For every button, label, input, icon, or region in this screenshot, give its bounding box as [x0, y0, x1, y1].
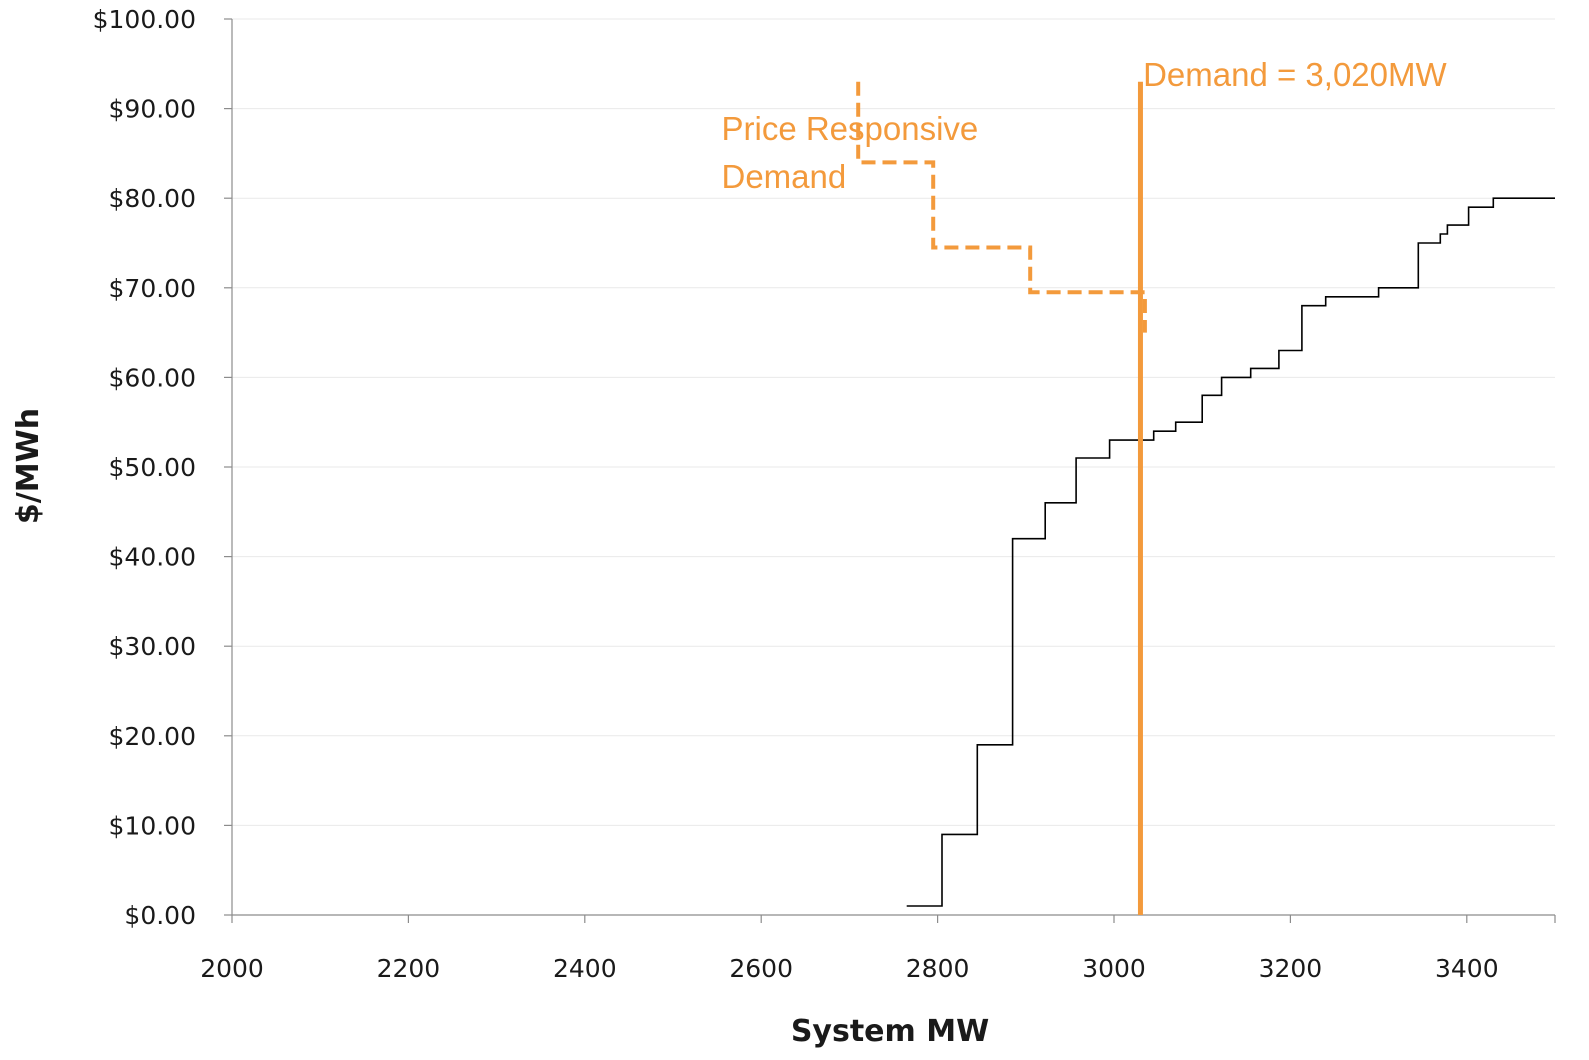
x-tick-label: 3200	[1259, 954, 1323, 983]
axes: $0.00 $10.00 $20.00 $30.00 $40.00 $50.00 $60.0…	[93, 5, 1556, 983]
annotation-line: Demand = 3,020MW	[1143, 56, 1447, 93]
x-tick-label: 3400	[1435, 954, 1499, 983]
annotations: Price Responsive Demand Demand = 3,020MW	[722, 56, 1448, 195]
supply-curve-line	[906, 197, 1555, 907]
x-tick-label: 2800	[906, 954, 970, 983]
y-tick-label: $20.00	[109, 722, 196, 751]
y-tick-label: $70.00	[109, 274, 196, 303]
y-tick-label: $0.00	[124, 901, 196, 930]
x-axis-title: System MW	[791, 1014, 989, 1049]
x-tick-label: 3000	[1082, 954, 1146, 983]
y-axis-title: $/MWh	[11, 408, 46, 524]
y-tick-label: $60.00	[109, 363, 196, 392]
price-responsive-demand-label: Price Responsive Demand	[722, 110, 979, 195]
gridlines	[232, 18, 1555, 826]
y-tick-label: $90.00	[109, 95, 196, 124]
x-tick-label: 2600	[729, 954, 793, 983]
y-tick-label: $50.00	[109, 453, 196, 482]
price-responsive-demand-line	[856, 81, 1147, 333]
series-group	[856, 81, 1555, 915]
y-tick-label: $40.00	[109, 543, 196, 572]
annotation-line: Price Responsive	[722, 110, 979, 147]
annotation-line: Demand	[722, 158, 847, 195]
x-tick-label: 2000	[200, 954, 264, 983]
demand-value-label: Demand = 3,020MW	[1143, 56, 1447, 93]
y-tick-label: $100.00	[93, 5, 196, 34]
y-tick-label: $80.00	[109, 184, 196, 213]
y-tick-label: $10.00	[109, 811, 196, 840]
x-tick-label: 2200	[377, 954, 441, 983]
x-tick-label: 2400	[553, 954, 617, 983]
y-tick-label: $30.00	[109, 632, 196, 661]
